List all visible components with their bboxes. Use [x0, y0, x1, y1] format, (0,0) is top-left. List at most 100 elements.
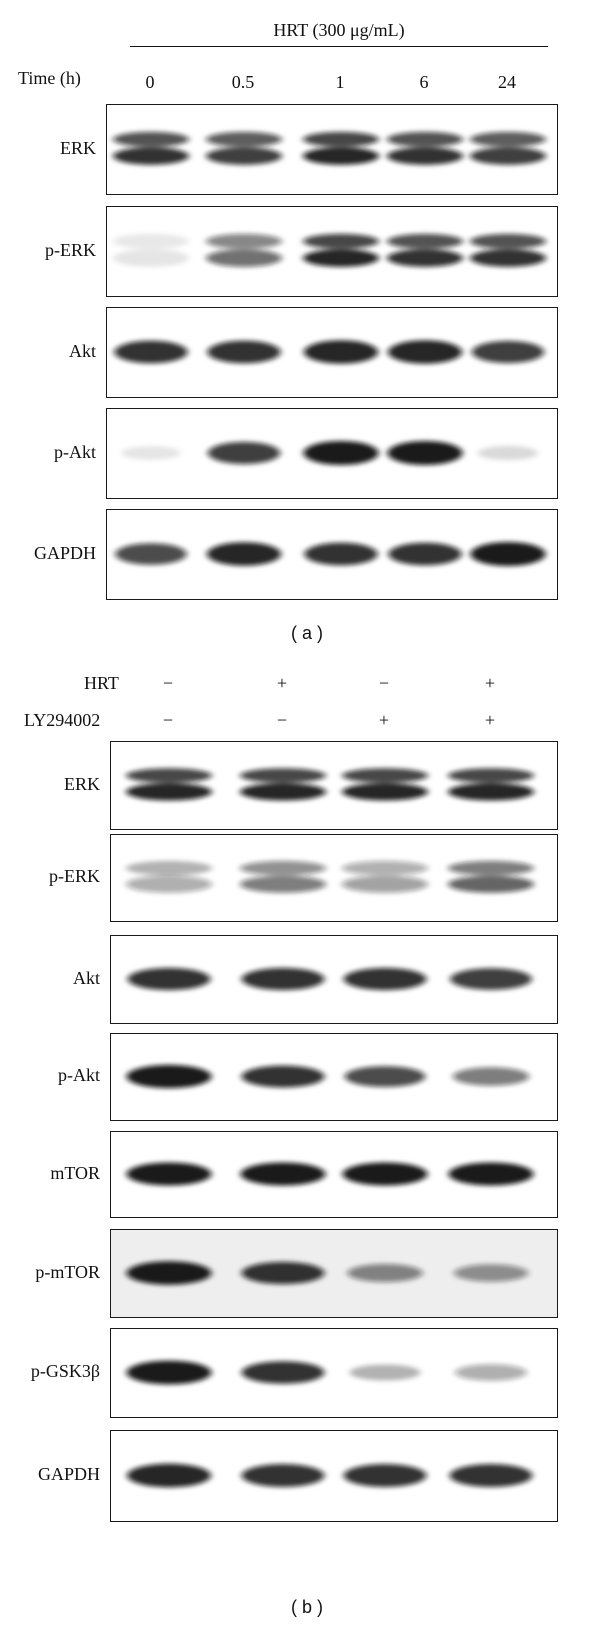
- band-lane-2: [240, 768, 326, 801]
- band-lane-5: [470, 131, 546, 165]
- b-blot-gapdh: [110, 1430, 558, 1522]
- panel-b-caption: ( b ): [291, 1597, 324, 1617]
- b-blot-p-gsk3-: [110, 1328, 558, 1418]
- band-lane-2: [207, 441, 281, 465]
- band-lane-4: [448, 1162, 534, 1186]
- row-label-b-3: Akt: [73, 967, 100, 988]
- a-blot-p-erk: [106, 206, 558, 297]
- band-lane-4: [449, 1463, 533, 1488]
- band-lane-1: [115, 543, 187, 565]
- treatment-label: HRT (300 μg/mL): [273, 20, 405, 40]
- b-blot-erk: [110, 741, 558, 830]
- condition-label-2: LY294002: [24, 710, 101, 730]
- condition-sign: −: [162, 673, 174, 693]
- row-label-b-7: p-GSK3β: [30, 1361, 100, 1381]
- condition-sign: −: [378, 673, 390, 693]
- band-lane-2: [241, 967, 325, 991]
- condition-label-1: HRT: [84, 673, 119, 693]
- band-lane-2: [241, 1361, 325, 1384]
- band-lane-3: [347, 1263, 423, 1283]
- band-lane-1: [126, 860, 212, 893]
- panel-a-caption: ( a ): [291, 623, 324, 643]
- row-label-b-4: p-Akt: [58, 1065, 100, 1085]
- band-lane-3: [349, 1364, 421, 1381]
- treatment-bracket-line: [130, 46, 548, 47]
- band-lane-4: [387, 440, 463, 466]
- band-lane-2: [206, 542, 282, 566]
- row-label-b-2: p-ERK: [49, 866, 100, 886]
- band-lane-2: [241, 1065, 325, 1088]
- b-blot-p-mtor: [110, 1229, 558, 1318]
- lane-label-3: 1: [335, 72, 345, 92]
- band-lane-3: [303, 440, 379, 466]
- band-lane-3: [343, 1463, 427, 1488]
- row-label-b-5: mTOR: [50, 1162, 100, 1183]
- a-blot-erk: [106, 104, 558, 195]
- band-lane-4: [387, 340, 463, 364]
- row-label-a-1: ERK: [60, 137, 96, 158]
- condition-sign: −: [162, 710, 174, 730]
- band-lane-1: [126, 1360, 212, 1385]
- band-lane-3: [344, 1066, 426, 1087]
- b-blot-p-erk: [110, 834, 558, 922]
- band-lane-3: [303, 131, 379, 165]
- band-lane-2: [241, 1463, 325, 1488]
- band-lane-1: [121, 446, 181, 460]
- a-blot-p-akt: [106, 408, 558, 499]
- lane-label-5: 24: [498, 72, 516, 92]
- band-lane-4: [387, 131, 463, 165]
- band-lane-2: [207, 340, 281, 364]
- row-label-b-6: p-mTOR: [35, 1261, 100, 1282]
- band-lane-4: [454, 1364, 528, 1381]
- row-label-b-1: ERK: [64, 773, 100, 794]
- lane-label-4: 6: [419, 72, 429, 92]
- band-lane-5: [470, 541, 546, 567]
- band-lane-4: [387, 233, 463, 267]
- band-lane-1: [114, 340, 188, 364]
- band-lane-1: [126, 1261, 212, 1285]
- band-lane-1: [127, 1463, 211, 1488]
- band-lane-3: [342, 1162, 428, 1186]
- band-lane-3: [343, 967, 427, 991]
- band-lane-5: [478, 445, 538, 461]
- band-lane-4: [448, 768, 534, 801]
- band-lane-2: [240, 860, 326, 893]
- band-lane-1: [127, 967, 211, 991]
- band-lane-3: [303, 340, 379, 364]
- band-lane-1: [126, 1162, 212, 1186]
- lane-label-1: 0: [145, 72, 155, 92]
- band-lane-1: [113, 233, 189, 267]
- row-label-a-4: p-Akt: [54, 441, 96, 462]
- band-lane-2: [206, 233, 282, 267]
- band-lane-4: [453, 1264, 529, 1282]
- row-label-a-5: GAPDH: [33, 542, 96, 563]
- b-blot-mtor: [110, 1131, 558, 1218]
- band-lane-4: [388, 542, 462, 566]
- time-axis-label: Time (h): [18, 68, 81, 88]
- condition-sign: +: [378, 710, 390, 730]
- band-lane-3: [303, 233, 379, 267]
- band-lane-1: [113, 131, 189, 165]
- band-lane-3: [342, 768, 428, 801]
- condition-sign: +: [484, 710, 496, 730]
- condition-sign: −: [276, 710, 288, 730]
- band-lane-5: [471, 340, 545, 364]
- band-lane-1: [126, 1064, 212, 1089]
- row-label-a-2: p-ERK: [45, 239, 96, 260]
- band-lane-4: [450, 968, 532, 990]
- band-lane-2: [240, 1162, 326, 1186]
- condition-sign: +: [276, 673, 288, 693]
- band-lane-2: [241, 1261, 325, 1285]
- band-lane-4: [452, 1067, 530, 1086]
- b-blot-akt: [110, 935, 558, 1024]
- lane-label-2: 0.5: [231, 72, 255, 92]
- band-lane-3: [304, 542, 378, 566]
- band-lane-4: [448, 860, 534, 893]
- row-label-b-8: GAPDH: [37, 1464, 100, 1484]
- band-lane-1: [126, 768, 212, 801]
- b-blot-p-akt: [110, 1033, 558, 1121]
- a-blot-gapdh: [106, 509, 558, 600]
- band-lane-5: [470, 233, 546, 267]
- a-blot-akt: [106, 307, 558, 398]
- band-lane-3: [342, 860, 428, 893]
